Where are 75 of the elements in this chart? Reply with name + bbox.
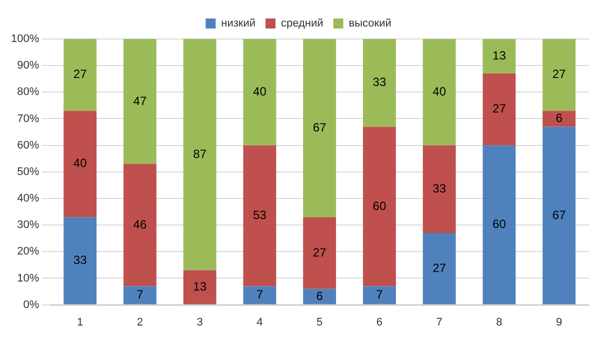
data-label: 7 [136,288,144,302]
bar [422,145,456,234]
bar [362,286,396,304]
bar [362,126,396,286]
x-tick-label: 9 [556,316,562,328]
legend-label: средний [281,18,324,30]
bar [422,39,456,146]
bar [303,39,336,218]
x-tick-label: 1 [77,316,84,328]
y-tick-label: 30% [17,219,40,232]
data-label: 27 [552,67,566,82]
bar [303,288,336,304]
bar [482,145,516,304]
y-tick-label: 40% [17,192,40,205]
x-tick-label: 5 [316,316,323,328]
data-label: 13 [193,280,207,294]
x-tick-label: 2 [136,316,144,328]
legend-label: высокий [348,18,392,30]
y-tick-label: 10% [17,272,40,284]
bar [482,39,516,74]
data-label: 27 [432,260,446,275]
data-label: 60 [372,198,386,213]
y-tick-label: 70% [17,112,40,125]
bar [183,270,216,304]
bar [542,39,576,111]
data-label: 40 [73,156,88,170]
data-label: 47 [133,94,147,108]
data-label: 7 [256,288,264,302]
bar [64,110,97,218]
y-tick-label: 90% [17,60,40,72]
bar [64,217,97,304]
bar [542,110,576,127]
data-label: 60 [492,217,506,232]
y-tick-label: 0% [23,298,40,311]
bar [422,233,456,304]
data-label: 33 [73,253,88,268]
data-label: 46 [133,217,147,232]
legend-label: низкий [221,18,256,30]
data-label: 33 [432,181,446,196]
x-tick-label: 4 [256,316,263,328]
y-tick-label: 20% [17,246,40,258]
bar [303,217,336,289]
x-tick-label: 8 [496,316,502,328]
data-label: 6 [556,111,563,126]
x-tick-label: 3 [196,316,203,328]
bar [362,39,396,127]
data-label: 27 [73,67,88,82]
data-label: 67 [312,120,327,134]
y-tick-label: 60% [17,139,40,152]
data-label: 53 [253,208,267,222]
data-label: 40 [253,84,267,98]
data-label: 33 [372,75,386,90]
data-label: 27 [312,245,327,260]
bar [243,286,276,304]
x-tick-label: 7 [436,316,442,328]
bar [482,74,516,146]
data-label: 13 [492,48,506,63]
data-label: 6 [316,288,324,303]
y-tick-label: 80% [17,86,40,98]
x-tick-label: 6 [376,316,383,328]
bar [542,126,576,304]
bar [243,145,276,286]
y-tick-label: 100% [10,33,40,46]
bar [64,39,97,111]
data-label: 87 [193,146,207,161]
data-label: 67 [552,208,566,222]
bar [123,286,156,304]
bar [123,164,156,286]
bar [243,39,276,146]
bar [123,39,156,164]
data-label: 27 [492,102,506,116]
data-label: 40 [432,84,446,98]
y-tick-label: 50% [17,166,40,178]
bar [183,39,216,270]
data-label: 7 [376,288,384,302]
